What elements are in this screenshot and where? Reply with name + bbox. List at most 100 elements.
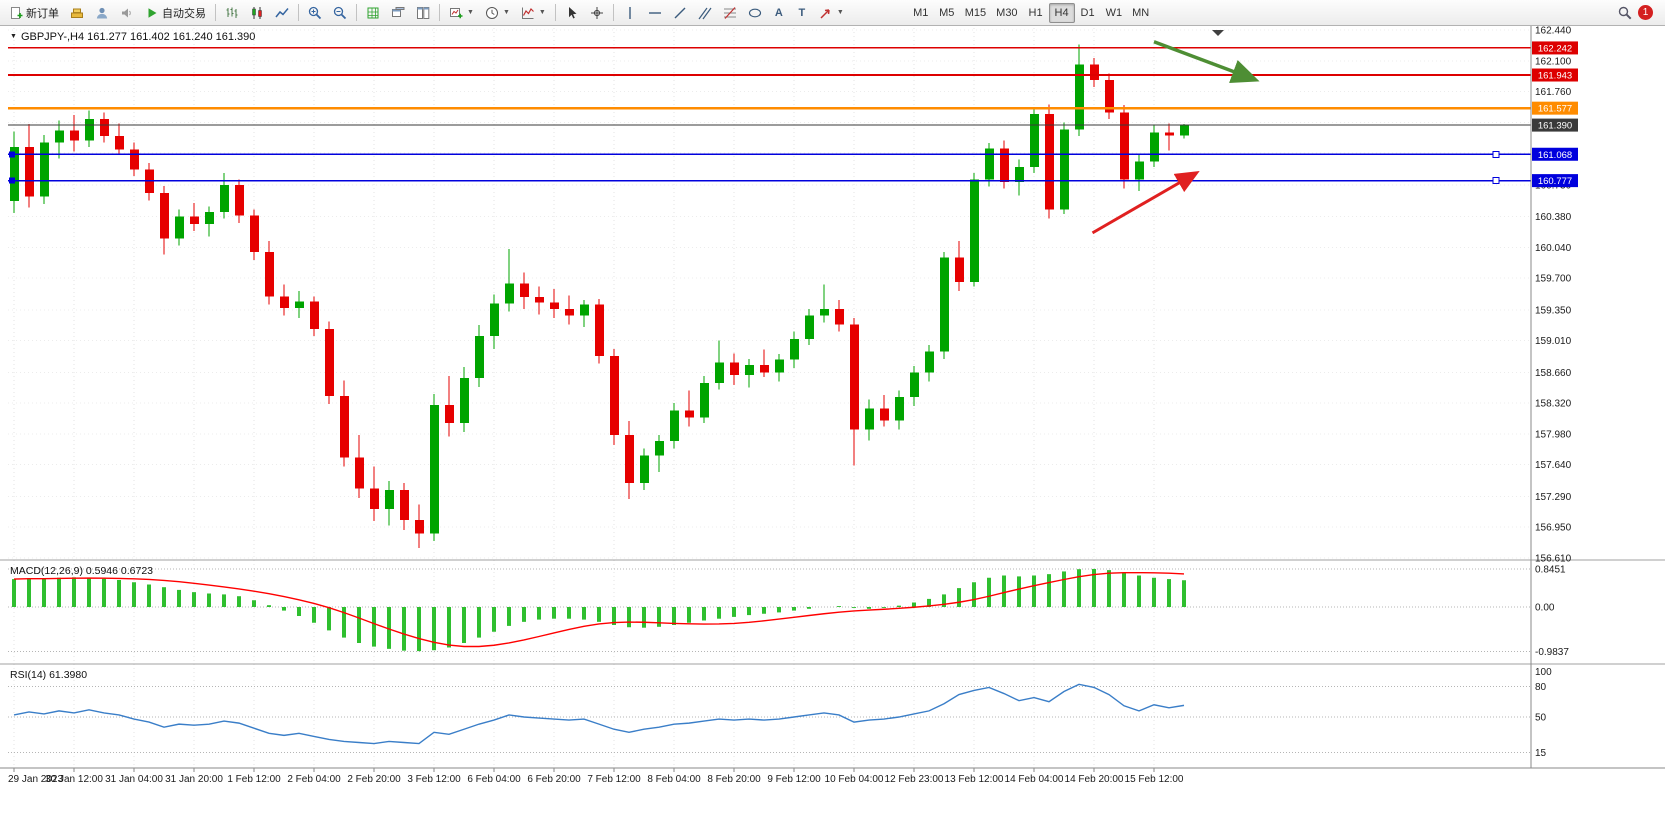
svg-text:159.700: 159.700: [1535, 274, 1572, 285]
svg-text:2 Feb 20:00: 2 Feb 20:00: [347, 774, 401, 785]
crosshair-tool-button[interactable]: [585, 2, 609, 24]
zoom-in-button[interactable]: [303, 2, 327, 24]
new-order-button[interactable]: 新订单: [4, 2, 64, 24]
chart-collapse-icon[interactable]: ▼: [10, 33, 17, 40]
ellipse-icon: [748, 8, 761, 17]
tile-windows-button[interactable]: [361, 2, 385, 24]
crosshair-icon: [590, 6, 603, 19]
svg-text:157.980: 157.980: [1535, 429, 1572, 440]
label-tool-button[interactable]: T: [791, 2, 813, 24]
auto-trading-label: 自动交易: [162, 7, 206, 20]
symbol-ohlc-text: GBPJPY-,H4 161.277 161.402 161.240 161.3…: [20, 31, 256, 43]
svg-text:8 Feb 04:00: 8 Feb 04:00: [647, 774, 701, 785]
svg-text:8 Feb 20:00: 8 Feb 20:00: [707, 774, 761, 785]
svg-text:31 Jan 20:00: 31 Jan 20:00: [165, 774, 223, 785]
market-watch-button[interactable]: [65, 2, 89, 24]
arrow-object[interactable]: [1153, 40, 1260, 84]
text-tool-icon: A: [774, 6, 783, 19]
timeframe-mn-button[interactable]: MN: [1132, 6, 1150, 19]
hline-handle[interactable]: [1492, 177, 1500, 185]
panel-borders: [0, 26, 1665, 769]
bar-chart-button[interactable]: [220, 2, 244, 24]
svg-text:12 Feb 23:00: 12 Feb 23:00: [885, 774, 944, 785]
svg-text:15: 15: [1535, 748, 1547, 759]
svg-text:13 Feb 12:00: 13 Feb 12:00: [945, 774, 1004, 785]
price-axis[interactable]: 162.440162.100161.760161.420161.080160.7…: [1535, 26, 1572, 759]
trendline-tool-button[interactable]: [668, 2, 692, 24]
macd-panel: [12, 568, 1186, 652]
new-chart-button[interactable]: ▼: [444, 2, 479, 24]
search-icon: [1618, 6, 1632, 19]
shapes-tool-button[interactable]: [743, 2, 767, 24]
vertical-line-icon: [629, 6, 631, 19]
candlestick-chart-button[interactable]: [245, 2, 269, 24]
toolbar-separator: [298, 4, 299, 21]
rsi-indicator-label: RSI(14) 61.3980: [10, 669, 88, 681]
text-tool-button[interactable]: A: [768, 2, 790, 24]
svg-text:157.290: 157.290: [1535, 492, 1572, 503]
toolbar-separator: [356, 4, 357, 21]
svg-text:15 Feb 12:00: 15 Feb 12:00: [1125, 774, 1184, 785]
svg-text:161.068: 161.068: [1538, 150, 1572, 161]
line-chart-button[interactable]: [270, 2, 294, 24]
arrow-tool-icon: [820, 8, 830, 19]
play-icon: [148, 7, 157, 18]
zoom-out-icon: [333, 6, 347, 19]
notification-badge[interactable]: 1: [1638, 5, 1653, 20]
timeframe-h1-button[interactable]: H1: [1028, 6, 1043, 19]
zoom-in-icon: [308, 6, 322, 19]
timeframe-m30-button[interactable]: M30: [996, 6, 1018, 19]
svg-text:158.320: 158.320: [1535, 399, 1572, 410]
fibonacci-tool-button[interactable]: [718, 2, 742, 24]
svg-text:156.950: 156.950: [1535, 523, 1572, 534]
horizontal-line-icon: [648, 11, 661, 14]
arrows-tool-button[interactable]: ▼: [814, 2, 849, 24]
svg-text:14 Feb 04:00: 14 Feb 04:00: [1005, 774, 1064, 785]
svg-text:6 Feb 20:00: 6 Feb 20:00: [527, 774, 581, 785]
speaker-icon: [122, 8, 131, 17]
vertical-line-tool-button[interactable]: [618, 2, 642, 24]
clock-icon: [485, 6, 498, 19]
svg-text:162.440: 162.440: [1535, 26, 1572, 37]
cursor-tool-button[interactable]: [560, 2, 584, 24]
svg-text:156.610: 156.610: [1535, 554, 1572, 565]
alerts-button[interactable]: [115, 2, 139, 24]
chart-canvas[interactable]: 162.440162.100161.760161.420161.080160.7…: [0, 26, 1665, 839]
arrow-object[interactable]: [1091, 171, 1200, 235]
search-button[interactable]: [1613, 2, 1637, 24]
svg-text:162.100: 162.100: [1535, 56, 1572, 67]
timeframe-m1-button[interactable]: M1: [913, 6, 929, 19]
svg-text:159.350: 159.350: [1535, 305, 1572, 316]
hline-handle[interactable]: [9, 177, 15, 184]
horizontal-line-tool-button[interactable]: [643, 2, 667, 24]
svg-text:29 Jan 2023: 29 Jan 2023: [8, 774, 63, 785]
candlestick-icon: [252, 6, 262, 19]
timeframe-m15-button[interactable]: M15: [964, 6, 987, 19]
timeframe-w1-button[interactable]: W1: [1105, 6, 1123, 19]
hline-handle[interactable]: [1492, 150, 1500, 158]
candles: [10, 44, 1189, 549]
svg-text:161.577: 161.577: [1538, 104, 1572, 115]
indicator-levels: [8, 568, 1531, 754]
period-button[interactable]: ▼: [480, 2, 515, 24]
zoom-out-button[interactable]: [328, 2, 352, 24]
svg-text:3 Feb 12:00: 3 Feb 12:00: [407, 774, 461, 785]
timeframe-m5-button[interactable]: M5: [939, 6, 955, 19]
svg-text:159.010: 159.010: [1535, 336, 1572, 347]
line-chart-icon: [275, 7, 289, 17]
macd-indicator-label: MACD(12,26,9) 0.5946 0.6723: [10, 565, 154, 577]
timeframe-h4-button[interactable]: H4: [1048, 2, 1075, 23]
svg-text:160.777: 160.777: [1538, 176, 1572, 187]
cascade-windows-button[interactable]: [386, 2, 410, 24]
hline-handle[interactable]: [9, 151, 15, 158]
chart-shift-marker[interactable]: [1212, 30, 1224, 36]
svg-text:31 Jan 04:00: 31 Jan 04:00: [105, 774, 163, 785]
svg-text:-0.9837: -0.9837: [1535, 647, 1569, 658]
arrange-windows-button[interactable]: [411, 2, 435, 24]
channel-tool-button[interactable]: [693, 2, 717, 24]
timeframe-d1-button[interactable]: D1: [1080, 6, 1095, 19]
indicators-button[interactable]: ▼: [516, 2, 551, 24]
profile-button[interactable]: [90, 2, 114, 24]
auto-trading-button[interactable]: 自动交易: [140, 2, 211, 24]
